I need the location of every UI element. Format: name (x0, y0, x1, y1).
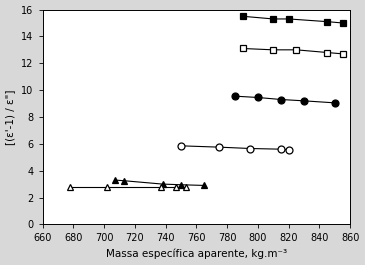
Y-axis label: [(ε'-1) / ε"]: [(ε'-1) / ε"] (5, 89, 16, 145)
X-axis label: Massa específica aparente, kg.m⁻³: Massa específica aparente, kg.m⁻³ (106, 249, 287, 259)
